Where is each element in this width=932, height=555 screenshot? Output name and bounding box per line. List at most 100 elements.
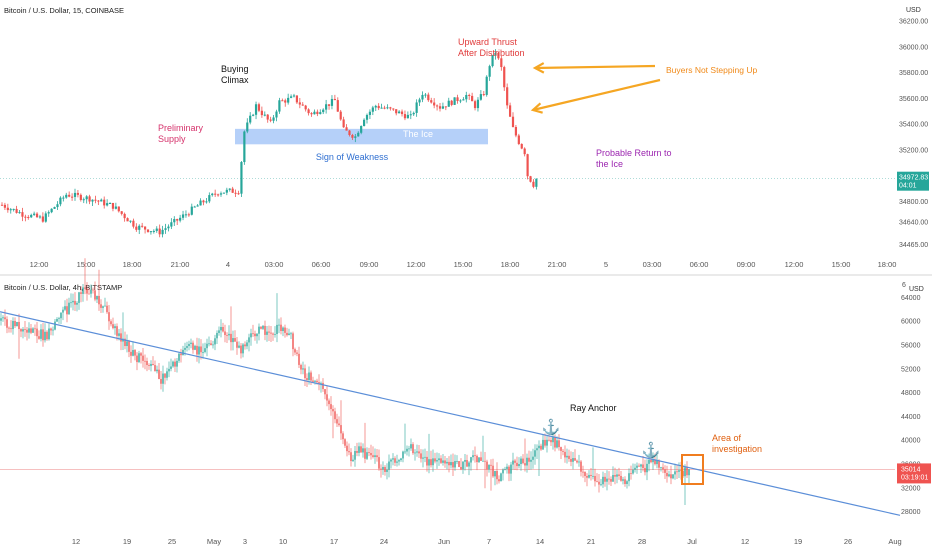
- bottom-candle-body: [16, 321, 18, 327]
- top-candle-body: [456, 97, 459, 102]
- bottom-candle-body: [586, 476, 588, 478]
- bottom-candle-body: [626, 481, 628, 484]
- bottom-candle-body: [158, 369, 160, 379]
- bottom-candle-body: [558, 440, 560, 448]
- top-x-tick: 03:00: [265, 260, 284, 269]
- top-candle-body: [15, 208, 18, 213]
- bottom-candle-body: [568, 455, 570, 459]
- bottom-candle-body: [24, 329, 26, 330]
- top-candle-body: [246, 122, 249, 132]
- top-candle-body: [38, 216, 42, 218]
- the-ice-label: The Ice: [403, 129, 433, 139]
- top-candle-body: [494, 52, 497, 56]
- bottom-candle-body: [288, 333, 290, 336]
- bottom-candle-body: [184, 347, 186, 350]
- bottom-candle-body: [198, 346, 200, 355]
- bottom-candle-body: [306, 378, 308, 381]
- top-candle-body: [418, 99, 421, 103]
- bottom-candle-body: [372, 455, 374, 457]
- top-candle-body: [65, 194, 68, 198]
- bottom-candle-body: [174, 361, 176, 367]
- bottom-candle-body: [42, 329, 44, 341]
- bottom-candle-body: [88, 293, 90, 295]
- top-y-tick: 34465.00: [899, 242, 928, 249]
- bottom-candle-body: [340, 425, 342, 434]
- bottom-candle-body: [388, 461, 390, 470]
- bottom-candle-body: [516, 462, 518, 467]
- bottom-candle-body: [652, 459, 654, 463]
- top-price-tag-countdown: 04:01: [899, 183, 917, 190]
- top-candle-body: [473, 101, 477, 109]
- bottom-x-tick: 25: [168, 537, 176, 546]
- bottom-candle-body: [74, 300, 76, 305]
- bottom-x-tick: 19: [794, 537, 802, 546]
- top-candle-body: [208, 195, 211, 202]
- bottom-candle-body: [400, 458, 402, 461]
- bottom-candle-body: [470, 457, 472, 463]
- arrow-upper-head: [532, 62, 545, 74]
- bottom-candle-body: [412, 444, 414, 454]
- bottom-candle-body: [264, 325, 266, 335]
- bottom-x-tick: 7: [487, 537, 491, 546]
- bottom-candle-body: [614, 475, 616, 477]
- top-candle-body: [298, 102, 301, 105]
- bottom-candle-body: [118, 333, 120, 336]
- bottom-currency: USD: [909, 286, 924, 293]
- bottom-candle-body: [396, 461, 398, 463]
- top-y-tick: 35200.00: [899, 147, 928, 154]
- top-x-tick: 4: [226, 260, 230, 269]
- bottom-candle-body: [266, 331, 268, 335]
- bottom-candle-body: [678, 470, 680, 472]
- top-candle-body: [149, 231, 153, 233]
- top-candle-body: [532, 181, 535, 187]
- top-candle-body: [503, 67, 506, 88]
- bottom-candle-body: [672, 474, 674, 479]
- top-candle-body: [211, 193, 214, 196]
- bottom-candle-body: [58, 318, 60, 320]
- bottom-candle-body: [180, 353, 182, 356]
- bottom-candle-body: [502, 469, 504, 474]
- bottom-candle-body: [450, 462, 452, 466]
- bottom-candle-body: [230, 333, 232, 343]
- bottom-candle-body: [632, 469, 634, 474]
- bottom-candle-body: [330, 404, 332, 410]
- top-candle-body: [380, 107, 383, 109]
- bottom-panel: Bitcoin / U.S. Dollar, 4h, BITSTAMP64000…: [0, 258, 931, 546]
- bottom-candle-body: [98, 295, 100, 305]
- bottom-candle-body: [448, 461, 450, 466]
- top-candle-body: [70, 196, 74, 198]
- bottom-candle-body: [416, 451, 418, 453]
- bottom-candle-body: [644, 468, 646, 473]
- bottom-candle-body: [454, 461, 456, 468]
- bottom-candle-body: [200, 346, 202, 353]
- buying-climax-label-line: Buying: [221, 64, 249, 74]
- top-candle-body: [76, 192, 80, 195]
- bottom-candle-body: [420, 453, 422, 459]
- bottom-candle-body: [276, 324, 278, 335]
- top-candle-body: [289, 96, 293, 98]
- bottom-candle-body: [252, 333, 254, 335]
- bottom-candle-body: [114, 326, 116, 329]
- top-candle-body: [345, 127, 348, 131]
- top-price-tag-value: 34972.83: [899, 175, 928, 182]
- bottom-candle-body: [538, 445, 540, 449]
- bottom-candle-body: [452, 462, 454, 468]
- bottom-candle-body: [274, 334, 276, 335]
- bottom-candle-body: [492, 465, 494, 477]
- top-x-tick: 09:00: [737, 260, 756, 269]
- bottom-candle-body: [18, 321, 20, 330]
- bottom-candle-body: [482, 460, 484, 462]
- bottom-candle-body: [290, 333, 292, 335]
- bottom-x-tick: 10: [279, 537, 287, 546]
- bottom-candle-body: [308, 372, 310, 381]
- bottom-candle-body: [338, 423, 340, 426]
- bottom-candle-body: [186, 346, 188, 348]
- bottom-candle-body: [432, 458, 434, 466]
- bottom-candle-body: [624, 479, 626, 484]
- bottom-candle-body: [440, 458, 442, 463]
- bottom-candle-body: [134, 350, 136, 356]
